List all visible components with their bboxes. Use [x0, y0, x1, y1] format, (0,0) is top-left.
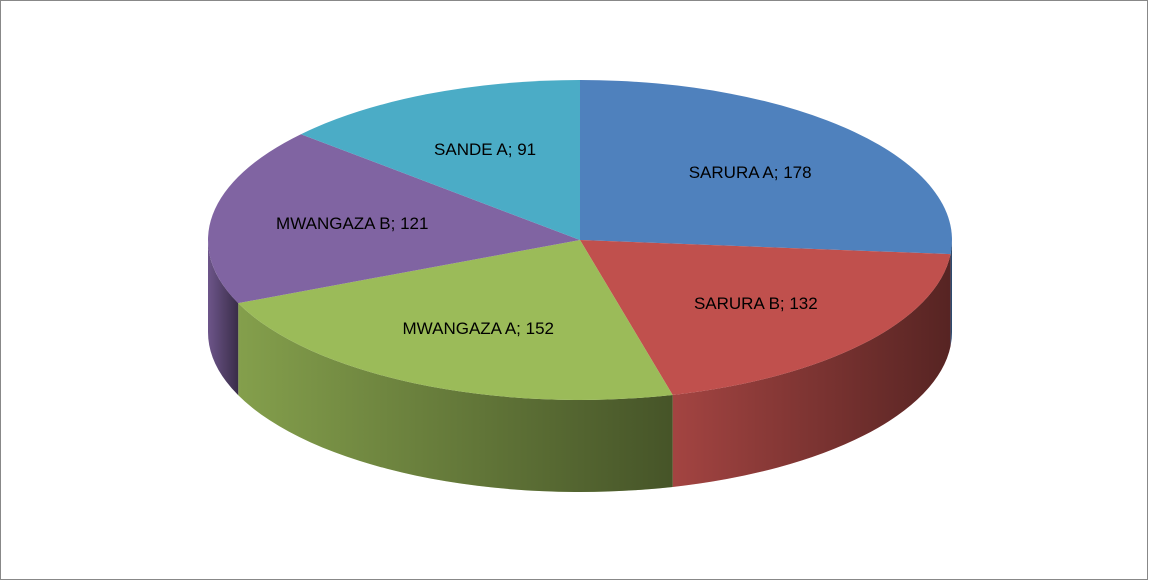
slice-side-shade [238, 303, 673, 493]
pie-tops [208, 80, 952, 401]
slice-side-shade [208, 240, 239, 396]
data-label: MWANGAZA A; 152 [402, 319, 555, 339]
data-label: SARURA A; 178 [688, 163, 812, 183]
data-label: SANDE A; 91 [434, 139, 537, 159]
pie-sides [208, 240, 952, 493]
slice [208, 134, 581, 304]
slice-side-shade [950, 240, 952, 347]
slice [300, 80, 580, 240]
data-label: SARURA B; 132 [693, 294, 818, 314]
slice-side-shade [672, 254, 951, 487]
slice [580, 240, 951, 395]
data-label: MWANGAZA B; 121 [276, 214, 429, 234]
slice [580, 80, 952, 255]
slice [238, 240, 673, 401]
